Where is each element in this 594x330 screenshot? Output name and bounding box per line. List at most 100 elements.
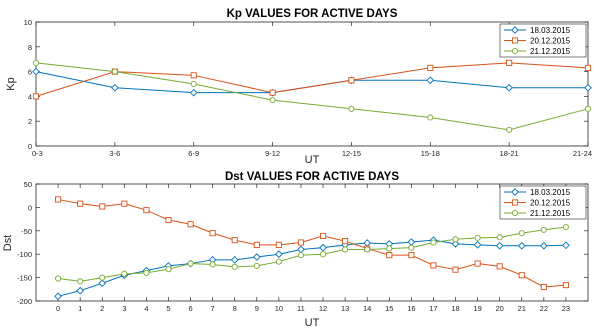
- x-tick-label: 18-21: [500, 149, 519, 158]
- dst-chart-title: Dst VALUES FOR ACTIVE DAYS: [225, 171, 399, 183]
- x-tick-label: 21: [518, 304, 526, 313]
- data-point: [100, 275, 105, 280]
- data-point: [497, 264, 502, 269]
- x-tick-label: 8: [233, 304, 237, 313]
- y-tick-label: -150: [17, 274, 32, 283]
- data-point: [343, 247, 348, 252]
- y-tick-label: 10: [24, 18, 32, 27]
- x-tick-label: 6-9: [188, 149, 199, 158]
- data-point: [365, 247, 370, 252]
- data-point: [409, 253, 414, 258]
- data-point: [166, 267, 171, 272]
- data-point: [541, 227, 546, 232]
- x-tick-label: 11: [297, 304, 305, 313]
- y-tick-label: -50: [21, 227, 32, 236]
- data-point: [232, 264, 237, 269]
- x-tick-label: 22: [540, 304, 548, 313]
- data-point: [191, 81, 196, 86]
- x-tick-label: 19: [473, 304, 481, 313]
- y-tick-label: 50: [24, 180, 32, 189]
- data-point: [33, 60, 38, 65]
- data-point: [507, 127, 512, 132]
- dst-y-axis-label: Dst: [2, 235, 14, 252]
- y-tick-label: 6: [28, 68, 32, 77]
- data-point: [122, 271, 127, 276]
- data-point: [112, 69, 117, 74]
- x-tick-label: 3-6: [109, 149, 120, 158]
- data-point: [453, 237, 458, 242]
- data-point: [563, 224, 568, 229]
- data-point: [210, 231, 215, 236]
- x-tick-label: 14: [363, 304, 371, 313]
- kp-x-axis-label: UT: [305, 154, 320, 166]
- data-point: [210, 262, 215, 267]
- data-point: [431, 240, 436, 245]
- data-point: [166, 217, 171, 222]
- legend-marker: [512, 210, 517, 215]
- dst-legend: 18.03.2015 20.12.201521.12.2015: [500, 186, 586, 219]
- x-tick-label: 10: [275, 304, 283, 313]
- data-point: [519, 231, 524, 236]
- x-tick-label: 13: [341, 304, 349, 313]
- data-point: [519, 273, 524, 278]
- legend-marker: [512, 48, 517, 53]
- legend-marker: [512, 38, 517, 43]
- data-point: [100, 204, 105, 209]
- data-point: [428, 115, 433, 120]
- data-point: [232, 238, 237, 243]
- data-point: [387, 253, 392, 258]
- y-tick-label: 0: [28, 203, 32, 212]
- x-tick-label: 6: [188, 304, 192, 313]
- data-point: [320, 233, 325, 238]
- data-point: [387, 246, 392, 251]
- x-tick-label: 21-24: [573, 149, 592, 158]
- x-tick-label: 15-18: [421, 149, 440, 158]
- data-point: [188, 222, 193, 227]
- data-point: [188, 261, 193, 266]
- data-point: [585, 106, 590, 111]
- y-tick-label: 8: [28, 43, 32, 52]
- data-point: [431, 263, 436, 268]
- data-point: [55, 197, 60, 202]
- data-point: [507, 60, 512, 65]
- data-point: [475, 261, 480, 266]
- x-tick-label: 3: [122, 304, 126, 313]
- data-point: [349, 78, 354, 83]
- x-tick-label: 12: [319, 304, 327, 313]
- data-point: [298, 240, 303, 245]
- x-tick-label: 15: [385, 304, 393, 313]
- x-tick-label: 23: [562, 304, 570, 313]
- data-point: [55, 276, 60, 281]
- data-point: [191, 73, 196, 78]
- legend-label: 18.03.2015: [530, 26, 571, 35]
- x-tick-label: 9-12: [265, 149, 280, 158]
- y-tick-label: -100: [17, 250, 32, 259]
- data-point: [563, 282, 568, 287]
- x-tick-label: 20: [496, 304, 504, 313]
- data-point: [254, 242, 259, 247]
- legend-label: 20.12.2015: [530, 199, 571, 208]
- data-point: [276, 242, 281, 247]
- x-tick-label: 5: [166, 304, 170, 313]
- data-point: [585, 65, 590, 70]
- data-point: [428, 65, 433, 70]
- y-tick-label: 4: [28, 92, 32, 101]
- x-tick-label: 7: [211, 304, 215, 313]
- legend-label: 21.12.2015: [530, 209, 571, 218]
- data-point: [270, 90, 275, 95]
- x-tick-label: 0: [56, 304, 60, 313]
- data-point: [453, 267, 458, 272]
- dst-chart: Dst VALUES FOR ACTIVE DAYS UT Dst -200-1…: [2, 171, 588, 329]
- data-point: [254, 263, 259, 268]
- x-tick-label: 17: [429, 304, 437, 313]
- data-point: [270, 98, 275, 103]
- data-point: [343, 238, 348, 243]
- y-tick-label: -200: [17, 297, 32, 306]
- x-tick-label: 9: [255, 304, 259, 313]
- data-point: [409, 245, 414, 250]
- legend-label: 18.03.2015: [530, 188, 571, 197]
- data-point: [144, 208, 149, 213]
- legend-label: 20.12.2015: [530, 37, 571, 46]
